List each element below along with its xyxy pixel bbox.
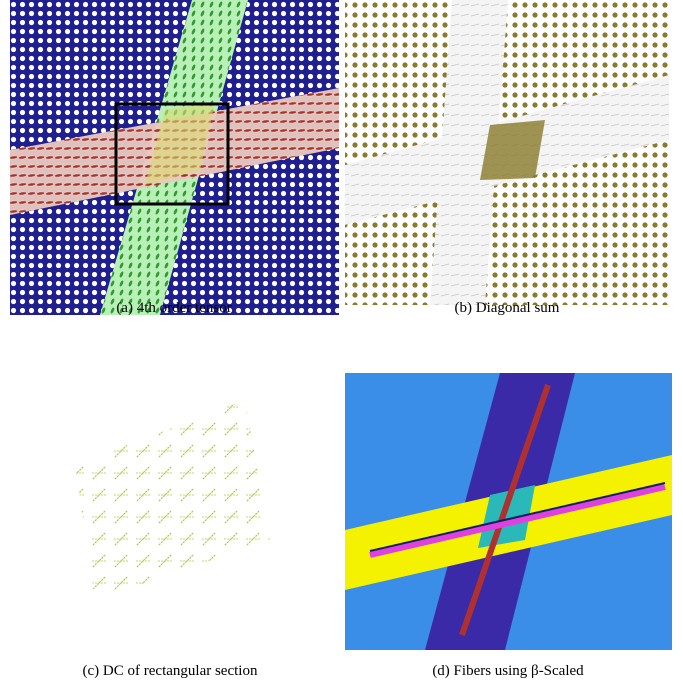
caption: (c) DC of rectangular section [83,663,258,679]
caption: (b) Diagonal sum [455,300,560,316]
crossing-region [480,120,545,180]
panel-b [345,0,669,305]
caption: (a) 4th order tensor [116,300,231,316]
panel-c [30,365,330,645]
panel-a [10,0,339,315]
figure: (a) 4th order tensor (b) Diagonal sum (c… [0,0,683,685]
caption: (d) Fibers using β-Scaled [432,663,584,679]
panel-d [345,373,672,650]
